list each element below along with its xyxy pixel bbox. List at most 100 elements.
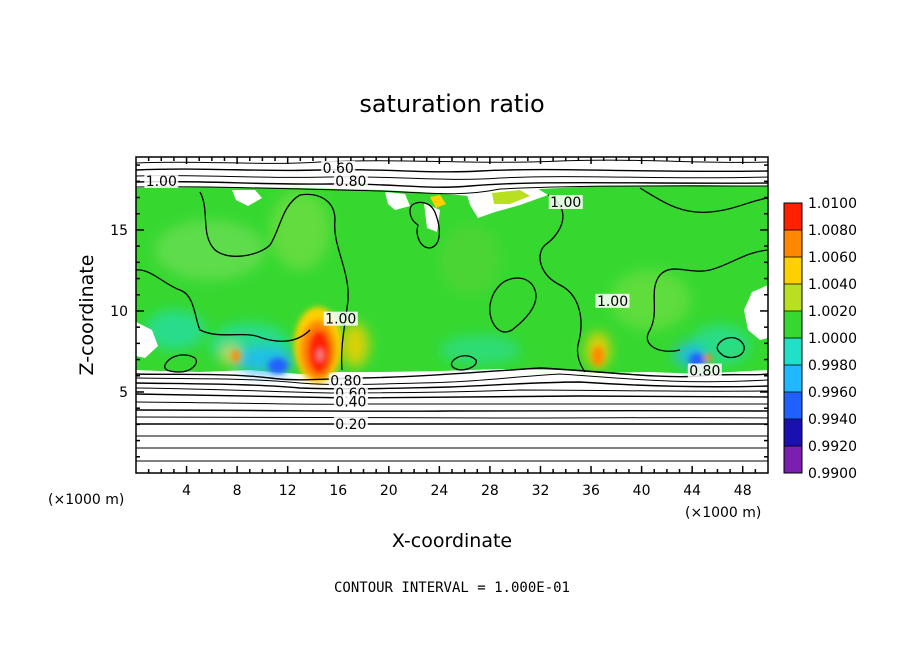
dry-intrusion-top-3 — [385, 192, 410, 210]
contour-label-bg — [328, 373, 363, 388]
shade-lime-1 — [270, 190, 330, 270]
contour-top-3 — [136, 175, 768, 180]
x-tick-label: 36 — [582, 483, 600, 499]
contour-one-lower-left — [136, 269, 311, 342]
contour-top-2 — [136, 168, 768, 173]
field-shading — [145, 190, 750, 374]
x-tick-label: 12 — [279, 483, 297, 499]
contour-label: 1.00 — [597, 294, 628, 310]
contour-closed-mid — [450, 355, 477, 371]
colorbar-label: 1.0060 — [808, 250, 857, 266]
contour-label: 1.00 — [325, 312, 356, 328]
colorbar-label: 1.0100 — [808, 196, 857, 212]
x-unit-label-right: (×1000 m) — [685, 505, 761, 521]
colorbar-swatch — [784, 284, 802, 312]
contour-label-bg — [333, 417, 368, 432]
shade-cyan-1 — [155, 220, 265, 280]
colorbar-swatch — [784, 392, 802, 420]
contour-bottom-3 — [136, 381, 768, 390]
contour-labels: 0.600.801.001.001.001.000.800.600.400.20… — [144, 160, 722, 433]
contour-closed-center — [489, 277, 537, 333]
colorbar-label: 0.9920 — [808, 439, 857, 455]
colorbar-label: 0.9980 — [808, 358, 857, 374]
contour-bottom-12 — [136, 460, 768, 462]
dry-intrusion-top-2 — [232, 190, 262, 206]
chart-title: saturation ratio — [359, 90, 544, 118]
lime-patch-top — [492, 190, 530, 204]
x-tick-label: 40 — [633, 483, 651, 499]
contour-top-4 — [136, 180, 768, 188]
contour-label-bg — [333, 173, 368, 188]
contour-label: 0.80 — [330, 373, 361, 389]
contour-label-bg — [333, 394, 368, 409]
x-axis-label: X-coordinate — [392, 530, 512, 552]
shade-teal-1 — [145, 310, 205, 350]
colorbar-label: 1.0040 — [808, 277, 857, 293]
colorbar-swatch — [784, 203, 802, 231]
spot-orange — [232, 350, 240, 362]
x-tick-label: 20 — [380, 483, 398, 499]
contour-label-bg — [687, 363, 722, 378]
contour-label: 0.80 — [689, 364, 720, 380]
contour-label: 0.20 — [335, 417, 366, 433]
colorbar-swatch — [784, 419, 802, 447]
contour-lines — [136, 159, 768, 462]
colorbar: 0.9900 0.9920 0.9940 0.9960 0.9980 1.0000 1.00… — [783, 196, 857, 482]
colorbar-swatch — [784, 257, 802, 285]
contour-bottom-8 — [136, 416, 768, 419]
shade-teal-3 — [440, 335, 520, 365]
contour-label: 0.80 — [335, 174, 366, 190]
colorbar-label: 1.0080 — [808, 223, 857, 239]
x-tick-label: 24 — [430, 483, 448, 499]
shade-lime-3 — [610, 270, 690, 330]
y-axis-label: Z-coordinate — [76, 255, 98, 376]
contour-bottom-4 — [136, 387, 768, 394]
contour-bottom-5 — [136, 393, 768, 399]
contour-label-bg — [321, 160, 356, 175]
colorbar-swatch — [784, 365, 802, 393]
y-tick-label: 5 — [119, 385, 128, 401]
contour-label: 0.60 — [323, 161, 354, 177]
contour-top-1 — [136, 159, 768, 164]
x-tick-label: 8 — [233, 483, 242, 499]
shade-lime-2 — [440, 225, 500, 295]
contour-top-5 — [136, 185, 768, 195]
colorbar-swatch — [784, 230, 802, 258]
contour-label-bg — [144, 173, 179, 188]
contour-bottom-7 — [136, 409, 768, 412]
contour-one-center — [539, 194, 586, 373]
y-tick-label: 10 — [110, 304, 128, 320]
pocket-blue-2 — [689, 353, 705, 367]
colorbar-swatch — [784, 338, 802, 366]
white-patch-mid — [424, 203, 440, 232]
contour-label: 1.00 — [146, 174, 177, 190]
yellow-patch-top — [430, 195, 446, 208]
y-tick-label: 15 — [110, 223, 128, 239]
colorbar-label: 0.9900 — [808, 466, 857, 482]
shade-yellow-1 — [341, 323, 369, 367]
contour-closed-left — [164, 354, 197, 373]
spot-orange-2 — [704, 354, 712, 362]
contour-label-bg — [548, 194, 583, 209]
contour-bottom-11 — [136, 447, 768, 449]
plume-pink — [317, 349, 323, 361]
contour-label-bg — [323, 311, 358, 326]
contour-bottom-6 — [136, 401, 768, 405]
colorbar-swatch — [784, 446, 802, 474]
dry-intrusion-right — [744, 285, 768, 340]
plume-main — [232, 307, 712, 383]
x-tick-label: 32 — [532, 483, 550, 499]
x-tick-label: 16 — [329, 483, 347, 499]
colorbar-label: 1.0020 — [808, 304, 857, 320]
colorbar-label: 0.9940 — [808, 412, 857, 428]
contour-closed-right — [716, 336, 745, 359]
contour-interval-note: CONTOUR INTERVAL = 1.000E-01 — [334, 580, 570, 596]
colorbar-label: 0.9960 — [808, 385, 857, 401]
pocket-blue-1 — [268, 358, 288, 374]
x-tick-label: 4 — [182, 483, 191, 499]
contour-bottom-10 — [136, 435, 768, 437]
plume-orange-2 — [592, 346, 604, 366]
x-tick-label: 44 — [683, 483, 701, 499]
